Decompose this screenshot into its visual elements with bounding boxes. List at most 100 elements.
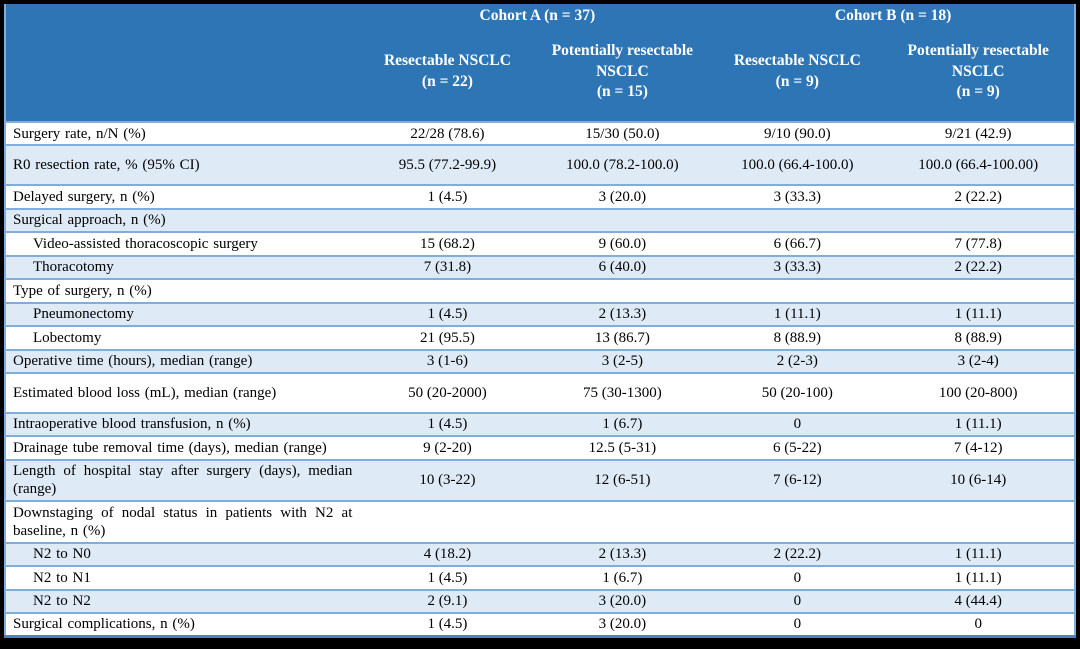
- cell-value: [882, 500, 1075, 543]
- cohort-b-header: Cohort B (n = 18): [712, 4, 1075, 33]
- cell-value: 15 (68.2): [362, 231, 533, 256]
- row-label: Intraoperative blood transfusion, n (%): [5, 411, 363, 437]
- column-header-resectable-b: Resectable NSCLC (n = 9): [712, 33, 883, 122]
- table-header: Cohort A (n = 37) Cohort B (n = 18) Rese…: [5, 4, 1075, 122]
- row-label: N2 to N1: [5, 565, 363, 590]
- row-label: Lobectomy: [5, 325, 363, 350]
- cell-value: 100.0 (66.4-100.00): [882, 144, 1075, 186]
- cell-value: 3 (33.3): [712, 254, 883, 280]
- cell-value: 1 (4.5): [362, 301, 533, 327]
- row-label: Operative time (hours), median (range): [5, 348, 363, 374]
- cell-value: 95.5 (77.2-99.9): [362, 144, 533, 186]
- table-row: Video-assisted thoracoscopic surgery 15 (…: [5, 231, 1075, 256]
- table-row: Surgery rate, n/N (%) 22/28 (78.6) 15/30 (…: [5, 120, 1075, 146]
- table-row: Pneumonectomy 1 (4.5) 2 (13.3) 1 (11.1) 1 (1…: [5, 301, 1075, 327]
- section-row: Type of surgery, n (%): [5, 278, 1075, 303]
- cell-value: 6 (40.0): [532, 254, 713, 280]
- cell-value: 3 (20.0): [532, 588, 713, 613]
- row-label: Surgery rate, n/N (%): [5, 120, 363, 146]
- column-header-potentially-resectable-b: Potentially resectable NSCLC (n = 9): [882, 33, 1075, 122]
- row-label: Surgical complications, n (%): [5, 612, 363, 637]
- cell-value: 3 (20.0): [532, 184, 713, 209]
- cell-value: 0: [712, 411, 883, 437]
- column-n: (n = 9): [956, 83, 1000, 101]
- cell-value: [532, 500, 713, 543]
- surgery-outcomes-table-container: Cohort A (n = 37) Cohort B (n = 18) Rese…: [4, 4, 1076, 638]
- cell-value: 0: [712, 612, 883, 637]
- header-stub-cell: [5, 33, 363, 122]
- cell-value: 15/30 (50.0): [532, 120, 713, 146]
- cell-value: [362, 500, 533, 543]
- cell-value: 1 (6.7): [532, 411, 713, 437]
- cell-value: 3 (2-4): [882, 348, 1075, 374]
- cell-value: 10 (3-22): [362, 458, 533, 502]
- cell-value: 4 (44.4): [882, 588, 1075, 613]
- table-row: Thoracotomy 7 (31.8) 6 (40.0) 3 (33.3) 2 (22…: [5, 254, 1075, 280]
- table-row: Estimated blood loss (mL), median (range…: [5, 372, 1075, 413]
- cell-value: 1 (11.1): [882, 541, 1075, 567]
- column-n: (n = 9): [775, 73, 819, 90]
- column-title: Resectable NSCLC: [733, 52, 861, 70]
- row-label: N2 to N2: [5, 588, 363, 613]
- cell-value: 21 (95.5): [362, 325, 533, 350]
- surgery-outcomes-table: Cohort A (n = 37) Cohort B (n = 18) Rese…: [4, 4, 1076, 638]
- section-row: Surgical approach, n (%): [5, 207, 1075, 233]
- cell-value: 22/28 (78.6): [362, 120, 533, 146]
- cell-value: 12 (6-51): [532, 458, 713, 502]
- cell-value: [532, 207, 713, 233]
- cell-value: [882, 278, 1075, 303]
- table-body: Surgery rate, n/N (%) 22/28 (78.6) 15/30 (…: [5, 120, 1075, 637]
- cell-value: 1 (4.5): [362, 612, 533, 637]
- cell-value: 1 (11.1): [882, 301, 1075, 327]
- cell-value: 6 (66.7): [712, 231, 883, 256]
- cohort-header-row: Cohort A (n = 37) Cohort B (n = 18): [5, 4, 1075, 33]
- cell-value: [712, 278, 883, 303]
- table-row: Surgical complications, n (%) 1 (4.5) 3 (2…: [5, 612, 1075, 637]
- cell-value: 3 (2-5): [532, 348, 713, 374]
- row-label: Estimated blood loss (mL), median (range…: [5, 372, 363, 413]
- cell-value: 9/10 (90.0): [712, 120, 883, 146]
- cell-value: 0: [712, 565, 883, 590]
- cell-value: 50 (20-2000): [362, 372, 533, 413]
- cell-value: 1 (11.1): [882, 411, 1075, 437]
- section-row: Downstaging of nodal status in patients …: [5, 500, 1075, 543]
- row-label: N2 to N0: [5, 541, 363, 567]
- cell-value: 1 (4.5): [362, 184, 533, 209]
- cell-value: [362, 278, 533, 303]
- cell-value: 6 (5-22): [712, 435, 883, 460]
- column-n: (n = 15): [596, 83, 648, 101]
- table-row: N2 to N0 4 (18.2) 2 (13.3) 2 (22.2) 1 (11.1): [5, 541, 1075, 567]
- row-label: R0 resection rate, % (95% CI): [5, 144, 363, 186]
- table-row: Delayed surgery, n (%) 1 (4.5) 3 (20.0) 3 (…: [5, 184, 1075, 209]
- cell-value: 0: [882, 612, 1075, 637]
- column-title: Potentially resectable NSCLC: [551, 41, 694, 80]
- cell-value: 50 (20-100): [712, 372, 883, 413]
- row-label: Downstaging of nodal status in patients …: [5, 500, 363, 543]
- cell-value: 2 (2-3): [712, 348, 883, 374]
- column-title: Resectable NSCLC: [383, 52, 511, 70]
- cell-value: 2 (22.2): [882, 184, 1075, 209]
- cell-value: 2 (9.1): [362, 588, 533, 613]
- row-label: Surgical approach, n (%): [5, 207, 363, 233]
- cell-value: 2 (22.2): [882, 254, 1075, 280]
- table-row: Lobectomy 21 (95.5) 13 (86.7) 8 (88.9) 8 (88…: [5, 325, 1075, 350]
- header-stub-cell: [5, 4, 363, 33]
- cell-value: 100.0 (78.2-100.0): [532, 144, 713, 186]
- row-label: Video-assisted thoracoscopic surgery: [5, 231, 363, 256]
- row-label: Length of hospital stay after surgery (d…: [5, 458, 363, 502]
- table-row: N2 to N1 1 (4.5) 1 (6.7) 0 1 (11.1): [5, 565, 1075, 590]
- cell-value: 75 (30-1300): [532, 372, 713, 413]
- cell-value: 7 (4-12): [882, 435, 1075, 460]
- cell-value: 13 (86.7): [532, 325, 713, 350]
- table-row: Drainage tube removal time (days), media…: [5, 435, 1075, 460]
- cell-value: 1 (11.1): [712, 301, 883, 327]
- table-row: Intraoperative blood transfusion, n (%) 1…: [5, 411, 1075, 437]
- cell-value: [882, 207, 1075, 233]
- cell-value: 2 (13.3): [532, 541, 713, 567]
- column-header-potentially-resectable-a: Potentially resectable NSCLC (n = 15): [532, 33, 713, 122]
- cell-value: 2 (13.3): [532, 301, 713, 327]
- cell-value: 10 (6-14): [882, 458, 1075, 502]
- cell-value: 9 (60.0): [532, 231, 713, 256]
- cell-value: [532, 278, 713, 303]
